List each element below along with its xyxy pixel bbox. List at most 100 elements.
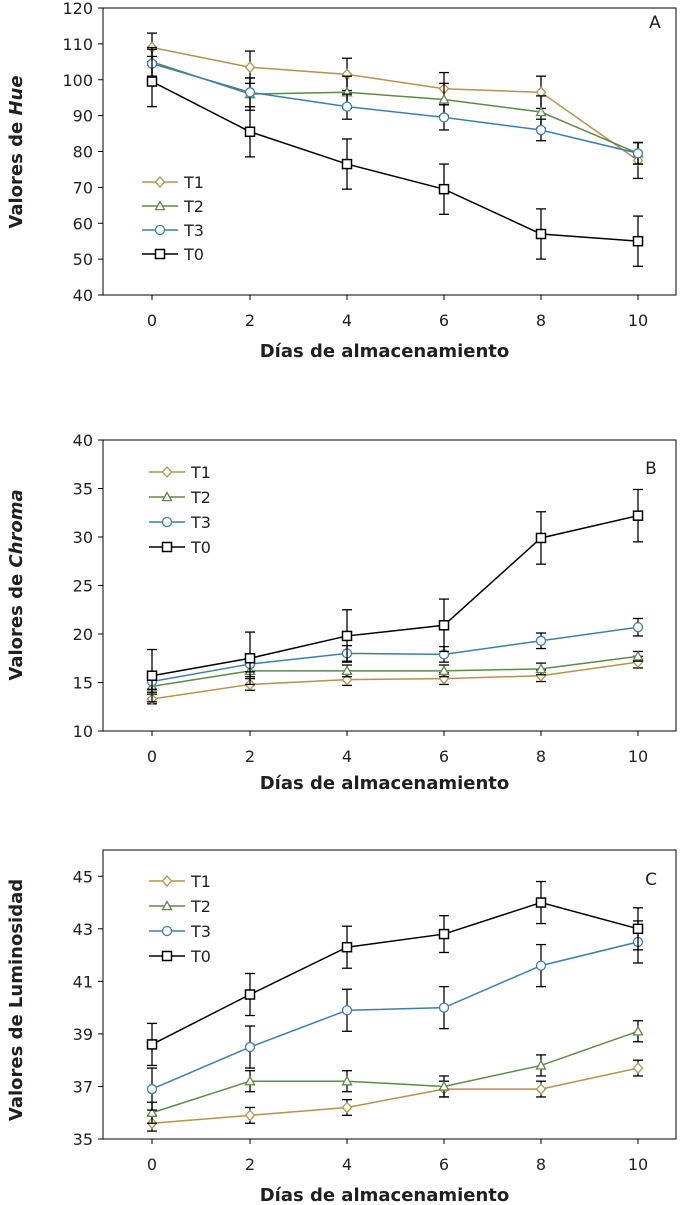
data-point-T2	[535, 1059, 547, 1070]
data-point-T0	[341, 630, 353, 642]
legend-label-T2: T2	[190, 488, 211, 507]
x-tick-label: 4	[342, 747, 352, 766]
y-tick-label: 120	[62, 0, 93, 18]
legend-marker-T2	[161, 491, 173, 502]
y-tick-label: 45	[73, 867, 93, 886]
y-tick-label: 40	[73, 431, 93, 450]
x-axis-label: Días de almacenamiento	[260, 1185, 510, 1205]
legend-marker-T0	[154, 248, 166, 260]
y-tick-label: 10	[73, 722, 93, 741]
data-point-T3	[535, 124, 547, 136]
data-point-T3	[438, 112, 450, 123]
y-tick-label: 35	[73, 480, 93, 499]
x-tick-label: 2	[245, 1155, 255, 1174]
data-point-T3	[244, 87, 256, 98]
x-tick-label: 6	[439, 1155, 449, 1174]
legend-marker-T3	[161, 925, 173, 937]
series-line-T1	[151, 46, 639, 162]
x-axis-label: Días de almacenamiento	[260, 773, 510, 794]
x-axis-label: Días de almacenamiento	[260, 341, 510, 362]
data-point-T3	[438, 1002, 450, 1013]
legend-label-T0: T0	[190, 947, 211, 966]
series-line-T2	[151, 1030, 639, 1114]
series-T0	[146, 880, 644, 1067]
data-point-T3	[535, 635, 547, 646]
data-point-T2	[146, 1106, 158, 1117]
series-T2	[146, 1020, 644, 1124]
data-point-T1	[244, 61, 256, 74]
legend-marker-T1	[161, 466, 173, 478]
y-axis-label-italic: Chroma	[6, 489, 27, 567]
series-line-T3	[151, 941, 639, 1090]
y-tick-label: 35	[73, 1130, 93, 1149]
legend-label-T1: T1	[183, 173, 204, 192]
series-T3	[146, 48, 644, 165]
data-point-T0	[632, 510, 644, 521]
data-point-T0	[244, 989, 256, 1000]
y-axis-label-text: Valores de Luminosidad	[6, 879, 27, 1121]
x-tick-label: 8	[536, 747, 546, 766]
y-axis-label: Valores de Luminosidad	[6, 879, 27, 1121]
data-point-T0	[535, 532, 547, 544]
legend-marker-T0	[161, 541, 173, 553]
data-point-T1	[535, 1083, 547, 1096]
legend-label-T1: T1	[190, 872, 211, 891]
data-point-T1	[535, 669, 547, 682]
series-T0	[146, 488, 644, 703]
legend-marker-T3	[161, 516, 173, 528]
x-tick-label: 10	[628, 1155, 648, 1174]
legend-label-T3: T3	[190, 513, 211, 532]
series-T0	[146, 55, 644, 267]
y-tick-label: 41	[73, 972, 93, 991]
data-point-T3	[632, 622, 644, 633]
legend-marker-T1	[161, 875, 173, 887]
legend-marker-T3	[154, 224, 166, 236]
data-point-T0	[146, 76, 158, 87]
legend-label-T3: T3	[183, 221, 204, 240]
y-tick-label: 100	[62, 71, 93, 90]
legend-marker-T2	[154, 200, 166, 211]
data-point-T0	[632, 235, 644, 247]
x-tick-label: 10	[628, 311, 648, 330]
data-point-T2	[535, 663, 547, 674]
legend-marker-T2	[161, 900, 173, 911]
data-point-T3	[341, 1005, 353, 1016]
data-point-T0	[632, 923, 644, 935]
y-axis-label-italic: Hue	[6, 75, 27, 115]
data-point-T0	[535, 897, 547, 908]
panel-letter: B	[645, 459, 657, 479]
legend: T1 T2 T3 T0	[142, 173, 204, 264]
legend-label-T0: T0	[190, 538, 211, 557]
x-tick-label: 10	[628, 747, 648, 766]
x-tick-label: 6	[439, 747, 449, 766]
series-line-T0	[151, 514, 639, 677]
series-line-T0	[151, 80, 639, 242]
x-tick-label: 8	[536, 311, 546, 330]
y-tick-label: 60	[73, 214, 93, 233]
y-tick-label: 110	[62, 35, 93, 54]
x-tick-label: 4	[342, 1155, 352, 1174]
series-line-T1	[151, 661, 639, 700]
data-point-T3	[535, 960, 547, 971]
data-point-T2	[244, 1075, 256, 1086]
y-axis-label: Valores de Chroma	[6, 489, 27, 680]
panel-letter: C	[645, 870, 657, 890]
legend-label-T1: T1	[190, 463, 211, 482]
series-line-T3	[151, 62, 639, 155]
data-point-T0	[438, 928, 450, 940]
data-point-T1	[244, 1109, 256, 1122]
data-point-T1	[341, 1101, 353, 1114]
x-tick-label: 0	[147, 311, 157, 330]
data-point-T1	[632, 1062, 644, 1075]
data-point-T0	[438, 620, 450, 631]
data-point-T3	[244, 1041, 256, 1053]
legend: T1 T2 T3 T0	[149, 463, 211, 557]
y-axis-label: Valores de Hue	[6, 75, 27, 228]
y-tick-label: 39	[73, 1025, 93, 1044]
data-point-T3	[146, 1083, 158, 1095]
legend-marker-T0	[161, 950, 173, 962]
y-tick-label: 90	[73, 107, 93, 126]
x-tick-label: 2	[245, 747, 255, 766]
data-point-T0	[146, 670, 158, 681]
data-point-T0	[244, 126, 256, 138]
